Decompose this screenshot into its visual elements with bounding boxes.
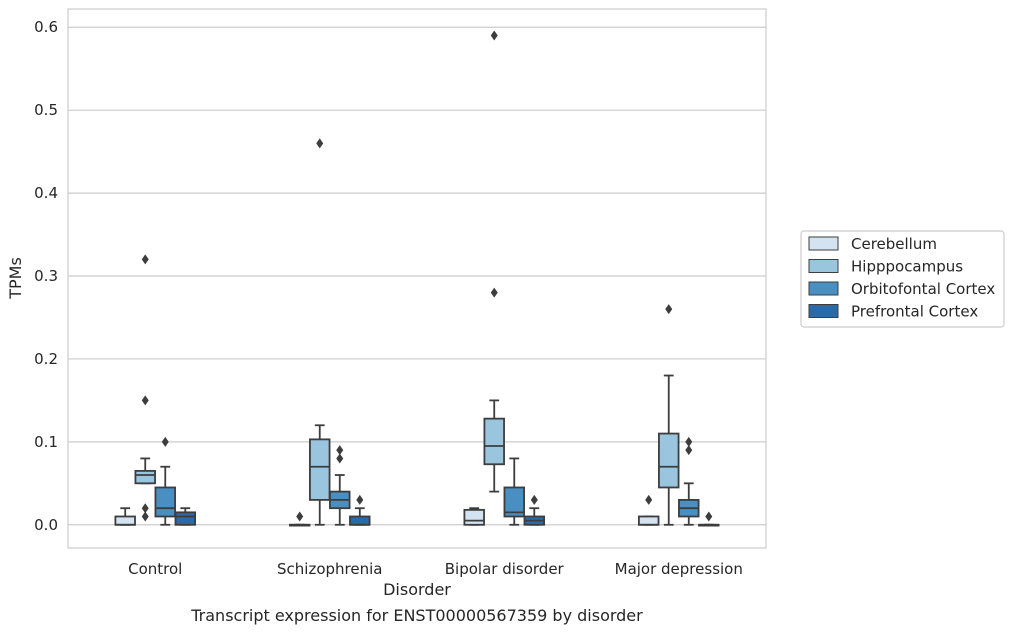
- legend-label: Prefrontal Cortex: [851, 303, 978, 321]
- box-iqr: [658, 432, 680, 489]
- box: [329, 445, 351, 526]
- box: [503, 457, 525, 526]
- outlier-point: [141, 511, 149, 522]
- y-tick-label: 0.0: [34, 516, 58, 534]
- outlier-point: [685, 445, 693, 456]
- x-tick-label: Control: [128, 560, 182, 578]
- legend-swatch: [808, 304, 839, 318]
- y-axis-label: TPMs: [6, 257, 25, 300]
- series-prefrontal-cortex: [174, 494, 720, 527]
- box: [174, 507, 196, 526]
- x-tick-label: Schizophrenia: [277, 560, 382, 578]
- box: [678, 436, 700, 526]
- box-iqr: [174, 511, 196, 526]
- legend-item: Hipppocampus: [808, 258, 963, 276]
- legend-swatch: [808, 281, 839, 296]
- legend-item: Prefrontal Cortex: [808, 303, 978, 321]
- x-tick-label: Major depression: [615, 560, 743, 578]
- legend-swatch: [808, 236, 839, 251]
- outlier-point: [490, 30, 498, 41]
- outlier-point: [141, 395, 149, 406]
- x-axis-label: Disorder: [383, 580, 451, 599]
- box: [154, 436, 176, 526]
- x-tick-labels: Control Schizophrenia Bipolar disorder Majo…: [128, 560, 743, 578]
- y-tick-label: 0.4: [34, 184, 58, 202]
- box-iqr: [154, 486, 176, 518]
- outlier-point: [356, 494, 364, 505]
- box: [638, 494, 660, 526]
- series-hipppocampus: [134, 30, 680, 526]
- box: [658, 304, 680, 526]
- box: [483, 30, 505, 493]
- y-tick-label: 0.1: [34, 433, 58, 451]
- y-tick-label: 0.6: [34, 18, 58, 36]
- box-iqr: [134, 469, 156, 485]
- outlier-point: [336, 445, 344, 456]
- legend-item: Cerebellum: [808, 235, 937, 253]
- outlier-point: [705, 511, 713, 522]
- outlier-point: [685, 436, 693, 447]
- box-series: [114, 30, 720, 527]
- box-iqr: [463, 508, 485, 526]
- legend: Cerebellum Hipppocampus Orbitofontal Corte…: [800, 230, 1005, 328]
- x-tick-label: Bipolar disorder: [445, 560, 565, 578]
- outlier-point: [296, 511, 304, 522]
- y-tick-label: 0.3: [34, 267, 58, 285]
- box-iqr: [638, 515, 660, 526]
- box: [698, 511, 720, 527]
- box: [289, 511, 311, 527]
- legend-swatch: [808, 259, 839, 273]
- box: [523, 494, 545, 526]
- outlier-point: [141, 254, 149, 265]
- box-iqr: [483, 417, 505, 466]
- box-iqr: [114, 515, 136, 526]
- y-tick-labels: 0.0 0.1 0.2 0.3 0.4 0.5 0.6: [34, 18, 58, 534]
- series-cerebellum: [114, 494, 660, 527]
- legend-frame: [800, 230, 1005, 328]
- legend-item: Orbitofontal Cortex: [808, 280, 995, 298]
- outlier-point: [316, 138, 324, 149]
- legend-label: Orbitofontal Cortex: [851, 280, 995, 298]
- box: [349, 494, 371, 526]
- box-iqr: [349, 515, 371, 526]
- legend-label: Hipppocampus: [851, 258, 963, 276]
- outlier-point: [490, 287, 498, 298]
- box: [134, 254, 156, 522]
- series-orbitofontal-cortex: [154, 436, 700, 526]
- outlier-point: [336, 453, 344, 464]
- y-tick-label: 0.5: [34, 101, 58, 119]
- outlier-point: [161, 436, 169, 447]
- legend-label: Cerebellum: [851, 235, 937, 253]
- box: [114, 507, 136, 526]
- chart-caption: Transcript expression for ENST0000056735…: [191, 606, 643, 625]
- outlier-point: [665, 304, 673, 315]
- outlier-point: [141, 503, 149, 514]
- box-iqr: [503, 486, 525, 518]
- box: [309, 138, 331, 526]
- box-iqr: [309, 438, 331, 501]
- box: [463, 507, 485, 526]
- y-tick-label: 0.2: [34, 350, 58, 368]
- plot-area: [67, 8, 767, 549]
- outlier-point: [530, 494, 538, 505]
- outlier-point: [645, 494, 653, 505]
